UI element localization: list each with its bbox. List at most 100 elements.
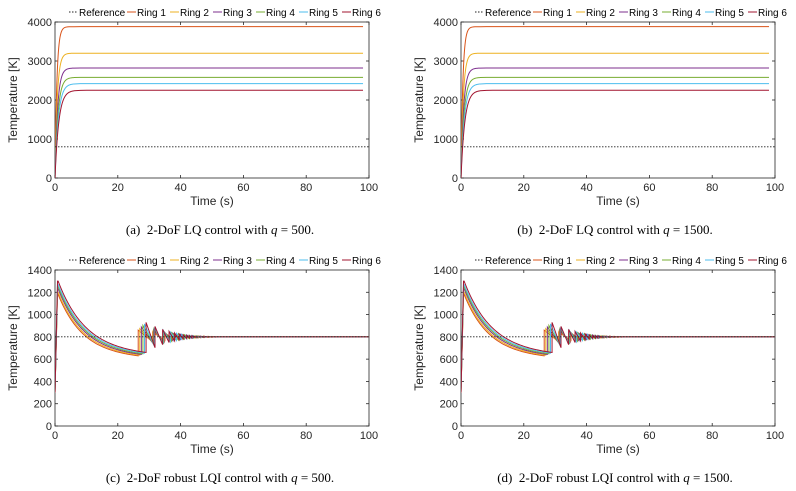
legend-label-0: Reference: [485, 8, 532, 19]
y-axis-label: Temperature [K]: [412, 57, 426, 142]
legend-label-2: Ring 2: [586, 256, 615, 267]
series-ring-1: [55, 26, 364, 178]
series-ring-1: [461, 26, 770, 178]
y-tick-label: 0: [46, 421, 52, 433]
legend: Reference Ring 1 Ring 2 Ring 3 Ring 4 Ring 5 R…: [69, 256, 381, 267]
legend-label-4: Ring 4: [266, 8, 295, 19]
series-ring-2: [55, 52, 364, 178]
y-tick-label: 1400: [28, 265, 52, 277]
series-ring-6: [461, 280, 775, 393]
y-tick-label: 400: [440, 376, 458, 388]
y-axis-label: Temperature [K]: [412, 305, 426, 390]
y-tick-label: 400: [34, 376, 52, 388]
x-tick-label: 40: [580, 430, 592, 442]
x-tick-label: 0: [458, 430, 464, 442]
x-tick-label: 100: [360, 182, 378, 194]
x-axis-label: Time (s): [190, 194, 234, 208]
legend-label-5: Ring 5: [715, 256, 744, 267]
legend-label-3: Ring 3: [223, 8, 252, 19]
series-group: [461, 280, 775, 393]
x-tick-label: 60: [643, 430, 655, 442]
caption-c: (c) 2-DoF robust LQI control with q = 50…: [105, 470, 335, 485]
y-tick-label: 600: [34, 354, 52, 366]
y-tick-label: 600: [440, 354, 458, 366]
y-tick-label: 1000: [28, 134, 52, 146]
y-tick-label: 800: [34, 332, 52, 344]
legend-label-6: Ring 6: [352, 8, 381, 19]
legend-label-0: Reference: [485, 256, 532, 267]
series-ring-5: [461, 283, 775, 393]
legend-label-0: Reference: [79, 8, 126, 19]
x-tick-label: 0: [52, 182, 58, 194]
legend-label-1: Ring 1: [137, 256, 166, 267]
x-axis-label: Time (s): [190, 442, 234, 456]
legend-label-6: Ring 6: [352, 256, 381, 267]
series-ring-6: [55, 89, 364, 178]
y-tick-label: 200: [34, 399, 52, 411]
plot-area: [54, 269, 370, 427]
x-tick-label: 20: [112, 430, 124, 442]
series-group: [55, 26, 369, 178]
x-tick-label: 40: [174, 182, 186, 194]
y-tick-label: 0: [452, 173, 458, 185]
plot-area: [54, 21, 370, 179]
y-tick-label: 0: [46, 173, 52, 185]
y-axis-label: Temperature [K]: [6, 57, 20, 142]
legend-label-3: Ring 3: [629, 8, 658, 19]
chart-panel-4: 0 20 40 60 80 1000200400600800100012001400Tim…: [412, 256, 787, 456]
x-tick-label: 80: [300, 430, 312, 442]
x-tick-label: 60: [643, 182, 655, 194]
legend: Reference Ring 1 Ring 2 Ring 3 Ring 4 Ring 5 R…: [475, 256, 787, 267]
y-tick-label: 4000: [434, 17, 458, 29]
plot-area: [460, 269, 776, 427]
x-tick-label: 20: [518, 182, 530, 194]
x-tick-label: 40: [580, 182, 592, 194]
x-axis-label: Time (s): [596, 194, 640, 208]
y-tick-label: 1200: [434, 287, 458, 299]
series-ring-6: [55, 280, 369, 393]
legend-label-5: Ring 5: [309, 8, 338, 19]
x-tick-label: 100: [360, 430, 378, 442]
y-tick-label: 1200: [28, 287, 52, 299]
x-tick-label: 60: [237, 182, 249, 194]
x-tick-label: 60: [237, 430, 249, 442]
series-ring-6: [461, 89, 770, 178]
y-tick-label: 0: [452, 421, 458, 433]
series-ring-3: [55, 67, 364, 178]
legend: Reference Ring 1 Ring 2 Ring 3 Ring 4 Ring 5 R…: [69, 8, 381, 19]
y-tick-label: 1400: [434, 265, 458, 277]
legend-label-2: Ring 2: [180, 8, 209, 19]
series-ring-5: [55, 283, 369, 393]
legend-label-0: Reference: [79, 256, 126, 267]
series-ring-5: [55, 83, 364, 178]
legend-label-1: Ring 1: [543, 256, 572, 267]
legend-label-2: Ring 2: [586, 8, 615, 19]
series-ring-3: [461, 67, 770, 178]
y-tick-label: 1000: [28, 310, 52, 322]
y-tick-label: 1000: [434, 310, 458, 322]
y-tick-label: 3000: [434, 56, 458, 68]
x-tick-label: 0: [52, 430, 58, 442]
x-tick-label: 20: [518, 430, 530, 442]
series-group: [55, 280, 369, 393]
y-tick-label: 200: [440, 399, 458, 411]
y-tick-label: 4000: [28, 17, 52, 29]
legend-label-3: Ring 3: [223, 256, 252, 267]
legend: Reference Ring 1 Ring 2 Ring 3 Ring 4 Ring 5 R…: [475, 8, 787, 19]
y-axis-label: Temperature [K]: [6, 305, 20, 390]
caption-a: (a) 2-DoF LQ control with q = 500.: [125, 222, 315, 237]
legend-label-6: Ring 6: [758, 256, 787, 267]
caption-d: (d) 2-DoF robust LQI control with q = 15…: [497, 470, 733, 485]
legend-label-1: Ring 1: [137, 8, 166, 19]
y-tick-label: 3000: [28, 56, 52, 68]
x-tick-label: 100: [766, 430, 784, 442]
legend-label-5: Ring 5: [715, 8, 744, 19]
x-tick-label: 100: [766, 182, 784, 194]
legend-label-1: Ring 1: [543, 8, 572, 19]
legend-label-4: Ring 4: [672, 256, 701, 267]
series-ring-4: [461, 76, 770, 178]
legend-label-3: Ring 3: [629, 256, 658, 267]
x-tick-label: 0: [458, 182, 464, 194]
